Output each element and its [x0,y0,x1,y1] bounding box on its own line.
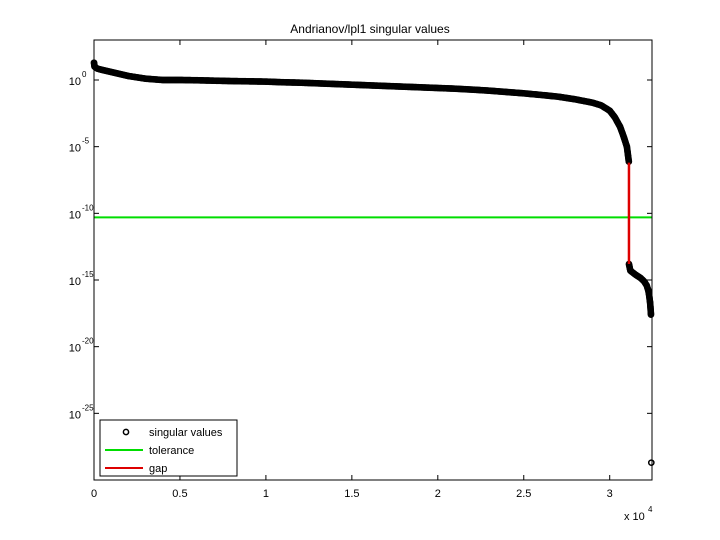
x-tick-label: 1 [263,488,269,500]
y-tick-label-base: 10 [69,76,81,88]
y-tick-label-exponent: -5 [82,137,90,146]
singular-values-markers [90,59,655,467]
x-tick-label: 2 [435,488,441,500]
axes-box [93,39,653,481]
x-tick-label: 0 [91,488,97,500]
y-tick-label-exponent: -15 [82,270,94,279]
y-tick-label-base: 10 [69,409,81,421]
x-tick-label: 3 [607,488,613,500]
legend-marker-singular-values [122,428,130,436]
y-tick-label-base: 10 [69,143,81,155]
legend-box [99,419,238,477]
y-tick-label-base: 10 [69,343,81,355]
legend-label: singular values [149,427,223,439]
legend-label: tolerance [149,445,194,457]
singular-value-point [647,459,655,467]
x-multiplier-base: x 10 [624,511,645,523]
y-tick-label-exponent: 0 [82,70,87,79]
x-tick-label: 2.5 [516,488,531,500]
y-tick-label-base: 10 [69,276,81,288]
plot-area [90,59,655,467]
legend-label: gap [149,463,167,475]
legend: singular values tolerance gap [99,419,238,477]
y-tick-label-exponent: -25 [82,403,94,412]
y-tick-label-base: 10 [69,209,81,221]
x-multiplier: x 10 4 [624,505,653,523]
x-tick-label: 0.5 [172,488,187,500]
x-axis: 0 0.5 1 1.5 2 2.5 3 [91,40,613,500]
x-tick-label: 1.5 [344,488,359,500]
singular-value-point [647,311,655,319]
x-multiplier-exponent: 4 [648,505,653,514]
chart-title: Andrianov/lpl1 singular values [290,22,449,36]
y-tick-label-exponent: -20 [82,337,94,346]
y-tick-label-exponent: -10 [82,203,94,212]
